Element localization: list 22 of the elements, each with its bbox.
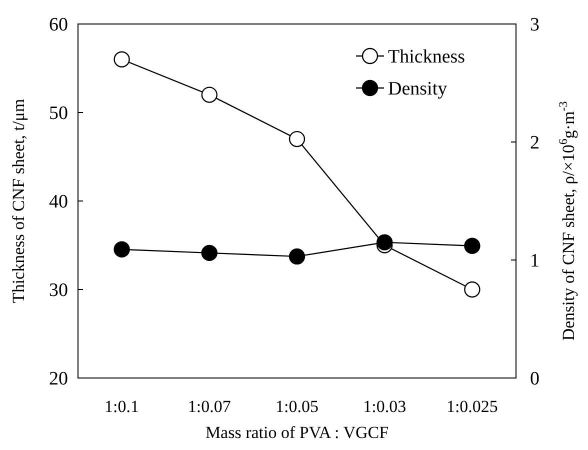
- y-tick-label: 60: [49, 14, 68, 36]
- y-axis-title: Thickness of CNF sheet, t/μm: [9, 98, 28, 304]
- x-tick-label: 1:0.025: [446, 396, 498, 416]
- y2-tick-label: 3: [530, 14, 540, 36]
- x-tick-label: 1:0.07: [188, 396, 232, 416]
- point: [201, 86, 218, 103]
- x-axis-title: Mass ratio of PVA : VGCF: [205, 423, 389, 442]
- y-tick-label: 20: [49, 368, 68, 390]
- x-tick-label: 1:0.05: [276, 396, 318, 416]
- point: [288, 130, 306, 148]
- legend-label: Density: [388, 78, 448, 100]
- y2-tick-label: 1: [530, 250, 540, 272]
- y-tick-label: 30: [49, 280, 68, 302]
- x-tick-label: 1:0.03: [363, 396, 406, 416]
- y-tick-label: 40: [49, 192, 68, 213]
- y2-tick-label: 2: [530, 132, 540, 154]
- point: [464, 281, 480, 298]
- y2-tick-label: 0: [530, 368, 540, 390]
- legend-label: Thickness: [388, 46, 466, 68]
- x-tick-label: 1:0.1: [104, 396, 140, 416]
- y-tick-label: 50: [49, 103, 68, 124]
- point: [114, 51, 130, 68]
